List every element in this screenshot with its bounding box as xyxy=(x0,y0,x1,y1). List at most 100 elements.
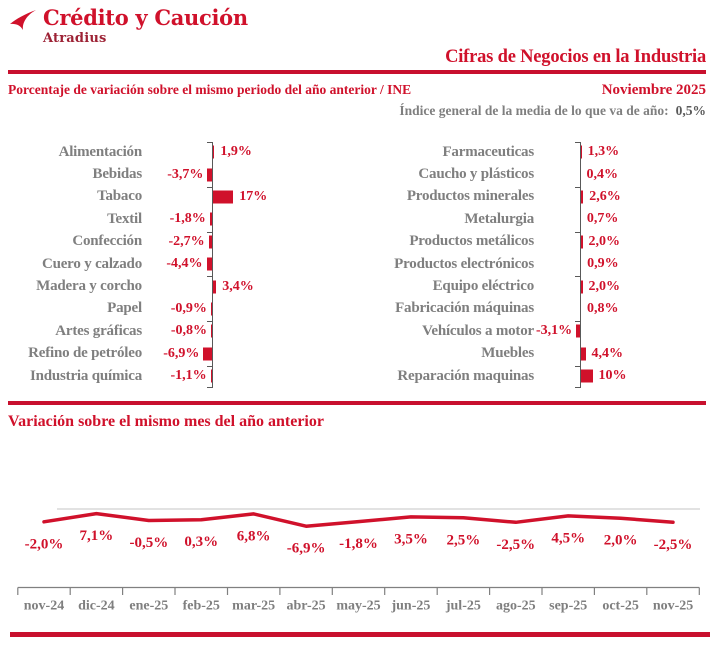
axis-tick xyxy=(575,276,580,278)
bar-plot: -1,1% xyxy=(142,365,364,387)
axis-tick xyxy=(575,387,580,389)
subtitle-row: Porcentaje de variación sobre el mismo p… xyxy=(8,82,706,99)
value-label: 1,3% xyxy=(587,144,620,160)
category-label: Productos electrónicos xyxy=(394,255,534,272)
category-label: Alimentación xyxy=(58,143,143,160)
bar-plot: -3,1% xyxy=(534,320,722,342)
bar xyxy=(212,190,234,204)
index-note-row: Índice general de la media de lo que va … xyxy=(0,103,706,119)
divider-middle xyxy=(8,401,706,405)
value-label: -3,7% xyxy=(167,166,204,182)
point-value-label: -2,0% xyxy=(25,536,64,552)
category-label: Confección xyxy=(72,233,142,250)
bar-plot: -2,7% xyxy=(142,231,364,253)
category-label: Farmaceuticas xyxy=(442,143,534,160)
bar-row: Confección -2,7% xyxy=(8,231,364,253)
divider-bottom xyxy=(10,632,710,637)
value-label: 0,9% xyxy=(587,256,619,272)
bar-row: Muebles 4,4% xyxy=(364,343,722,365)
value-label: 0,4% xyxy=(586,166,619,182)
point-value-label: 7,1% xyxy=(80,528,114,544)
monthly-section-title: Variación sobre el mismo mes del año ant… xyxy=(8,413,324,430)
x-tick-label: mar-25 xyxy=(232,599,275,614)
value-label: 3,4% xyxy=(222,278,254,294)
bar xyxy=(576,324,580,338)
bar-row: Caucho y plásticos 0,4% xyxy=(364,163,722,185)
bar-plot: 1,3% xyxy=(534,141,722,163)
category-label: Refino de petróleo xyxy=(28,345,142,362)
bar-row: Farmaceuticas 1,3% xyxy=(364,141,722,163)
value-label: 0,7% xyxy=(586,211,619,227)
bar xyxy=(210,302,212,316)
bar-row: Bebidas -3,7% xyxy=(8,163,364,185)
x-tick-label: abr-25 xyxy=(287,599,326,614)
x-tick-label: nov-25 xyxy=(653,599,693,614)
value-label: 2,0% xyxy=(588,278,621,294)
bar xyxy=(580,347,586,361)
bar-plot: 1,9% xyxy=(142,141,364,163)
bar-row: Textil -1,8% xyxy=(8,208,364,230)
axis-tick xyxy=(575,186,580,188)
value-label: 0,8% xyxy=(587,300,619,316)
axis-tick xyxy=(207,321,212,323)
bar-row: Productos metálicos 2,0% xyxy=(364,231,722,253)
value-label: -1,8% xyxy=(169,211,206,227)
bar-row: Metalurgia 0,7% xyxy=(364,208,722,230)
series-line xyxy=(42,511,675,528)
x-tick-label: feb-25 xyxy=(183,599,220,614)
bar-plot: 3,4% xyxy=(142,275,364,297)
value-label: -1,1% xyxy=(170,368,207,384)
x-tick-label: ago-25 xyxy=(496,599,536,614)
bar xyxy=(211,324,212,338)
bar-row: Equipo eléctrico 2,0% xyxy=(364,275,722,297)
category-label: Textil xyxy=(107,210,142,227)
category-label: Muebles xyxy=(481,345,534,362)
bar-plot: 4,4% xyxy=(534,343,722,365)
value-label: 2,0% xyxy=(588,233,621,249)
bar-plot: 0,8% xyxy=(534,298,722,320)
brand-logo: Crédito y Caución Atradius xyxy=(8,5,706,46)
x-tick-label: may-25 xyxy=(336,599,380,614)
bar-plot: 2,0% xyxy=(534,275,722,297)
bar-row: Vehículos a motor -3,1% xyxy=(364,320,722,342)
value-label: 17% xyxy=(239,188,268,204)
value-label: -0,9% xyxy=(170,300,207,316)
category-label: Productos minerales xyxy=(406,188,534,205)
x-tick-label: jun-25 xyxy=(390,599,430,614)
category-label: Metalurgia xyxy=(464,210,534,227)
bar-charts: Alimentación 1,9% Bebidas -3,7% Tabaco 17% Tex… xyxy=(0,135,722,395)
axis-tick xyxy=(575,142,580,143)
bar-plot: 0,4% xyxy=(534,163,722,185)
index-note: Índice general de la media de lo que va … xyxy=(399,103,669,118)
value-label: 10% xyxy=(598,368,627,384)
value-label: 4,4% xyxy=(591,345,624,361)
x-tick-label: sep-25 xyxy=(549,599,587,614)
value-label: -3,1% xyxy=(535,323,573,339)
bar-plot: 2,0% xyxy=(534,231,722,253)
brand-name: Crédito y Caución xyxy=(43,5,248,30)
point-value-label: 3,5% xyxy=(394,531,428,547)
bar-plot: 2,6% xyxy=(534,186,722,208)
bar-row: Refino de petróleo -6,9% xyxy=(8,343,364,365)
bar-plot: -1,8% xyxy=(142,208,364,230)
line-chart: -2,0% 7,1% -0,5% 0,3% 6,8% -6,9% -1,8% 3,5% 2,5%… xyxy=(17,508,700,614)
brand-arrow-icon xyxy=(10,10,36,30)
bar-plot: -6,9% xyxy=(142,343,364,365)
period-label: Noviembre 2025 xyxy=(601,82,706,98)
bar-plot: 0,7% xyxy=(534,208,722,230)
x-tick-label: ene-25 xyxy=(129,599,168,614)
point-value-label: -2,5% xyxy=(496,537,535,553)
x-tick-label: oct-25 xyxy=(602,599,639,614)
bar-row: Tabaco 17% xyxy=(8,186,364,208)
axis-tick xyxy=(575,366,580,367)
bar-plot: -0,8% xyxy=(142,320,364,342)
axis-tick xyxy=(207,276,212,278)
point-value-label: 2,5% xyxy=(446,532,480,548)
category-label: Productos metálicos xyxy=(409,233,534,250)
bar xyxy=(580,190,584,204)
axis-tick xyxy=(207,142,212,143)
header: Crédito y Caución Atradius Cifras de Neg… xyxy=(0,0,722,70)
bar-row: Papel -0,9% xyxy=(8,298,364,320)
bar-plot: 0,9% xyxy=(534,253,722,275)
